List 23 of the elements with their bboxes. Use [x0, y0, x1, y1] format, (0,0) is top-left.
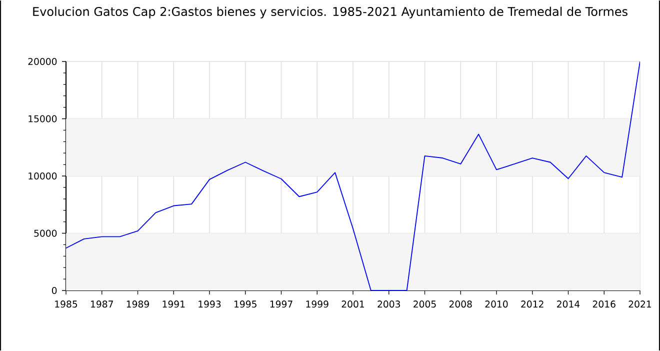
x-tick-label: 2003 — [378, 300, 400, 308]
x-tick-label: 1999 — [306, 300, 328, 308]
x-tick-label: 2016 — [592, 300, 616, 308]
x-tick-label: 2021 — [628, 300, 652, 308]
x-tick-label: 2008 — [449, 300, 472, 308]
x-tick-label: 2012 — [521, 300, 544, 308]
x-tick-label: 1995 — [234, 300, 256, 308]
x-tick-label: 2014 — [557, 300, 580, 308]
y-tick-label: 10000 — [28, 172, 57, 180]
x-tick-label: 1989 — [126, 300, 149, 308]
y-tick-label: 5000 — [34, 230, 57, 237]
x-tick-label: 1987 — [91, 300, 113, 308]
y-tick-label: 20000 — [28, 58, 57, 66]
x-tick-label: 2005 — [414, 300, 436, 308]
x-tick-label: 1991 — [162, 300, 185, 308]
y-tick-label: 0 — [52, 286, 57, 294]
x-tick-label: 2010 — [485, 300, 508, 308]
x-tick-label: 2001 — [342, 300, 364, 308]
y-tick-label: 15000 — [28, 115, 57, 122]
x-tick-label: 1985 — [55, 300, 78, 308]
x-tick-label: 1993 — [198, 300, 221, 308]
x-tick-label: 1997 — [270, 300, 292, 308]
chart-title: Evolucion Gatos Cap 2:Gastos bienes y servicios. 1985-2021 Ayuntamiento de Tremedal de Tormes — [33, 6, 628, 18]
